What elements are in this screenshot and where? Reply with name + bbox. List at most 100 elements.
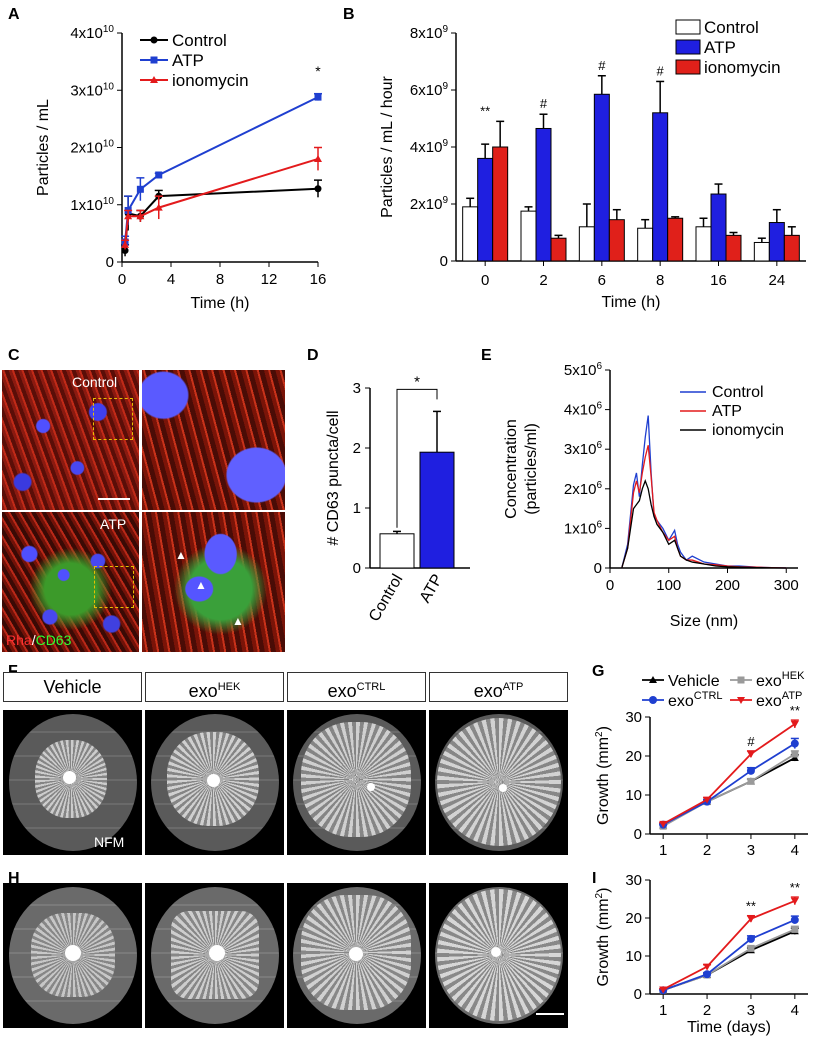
- x-tick-label: 8: [216, 271, 224, 288]
- x-tick-label: 12: [261, 271, 278, 288]
- series-line-atp: [621, 445, 787, 569]
- x-tick-label: 16: [310, 271, 327, 288]
- data-point: [121, 240, 130, 248]
- data-point: [703, 970, 712, 979]
- roi-box-control: [93, 398, 133, 440]
- data-point: [746, 934, 755, 943]
- micrograph-control-zoom: [142, 370, 285, 510]
- y-axis-label: Growth (mm2): [594, 726, 612, 825]
- bar-control: [753, 241, 770, 262]
- legend-label: ATP: [172, 51, 204, 70]
- data-point: [136, 212, 145, 220]
- y-axis-label: Particles / mL / hour: [379, 75, 396, 217]
- series-line-atp: [124, 96, 319, 243]
- nfm-label: NFM: [94, 834, 125, 850]
- legend-label: ATP: [704, 38, 736, 57]
- data-point: [747, 777, 755, 785]
- micrograph-control-overview: [2, 370, 139, 510]
- explant-header-sup: CTRL: [356, 681, 386, 693]
- y-tick-label: 2x109: [410, 195, 449, 213]
- legend-marker: [150, 36, 158, 44]
- control-image-label: Control: [72, 374, 118, 390]
- y-tick-label: 0: [353, 560, 361, 577]
- x-tick-label: 100: [656, 577, 681, 594]
- chart-b: 0 2x109 4x109 6x109 8x109 0 ** 2 #6 #8 #16 24 Time (…: [379, 18, 806, 311]
- explant-header-label: Vehicle: [43, 677, 102, 697]
- bar-ionomycin: [667, 217, 684, 262]
- data-point: [314, 185, 322, 193]
- atp-image-label: ATP: [100, 516, 127, 532]
- y-tick-label: 5x106: [564, 361, 603, 379]
- y-tick-label: 8x109: [410, 24, 449, 42]
- panel-letter-h: H: [8, 870, 20, 887]
- significance-annotation: **: [480, 103, 490, 118]
- legend-marker: [737, 697, 745, 704]
- y-tick-label: 3x1010: [70, 81, 114, 99]
- explant-image-f-exo-hek: [145, 710, 284, 855]
- x-tick-label: 2: [703, 842, 711, 859]
- significance-annotation: #: [540, 96, 548, 111]
- y-tick-label: 2x106: [564, 480, 603, 498]
- legend-marker: [150, 76, 158, 83]
- data-point: [746, 766, 755, 775]
- y-axis-label: Concentration: [503, 419, 520, 519]
- significance-annotation: *: [414, 373, 420, 390]
- x-tick-label: 6: [598, 272, 606, 289]
- legend-swatch: [675, 19, 701, 35]
- series-line-exohek: [662, 928, 796, 992]
- bar-atp: [419, 451, 455, 569]
- x-tick-label: 300: [774, 577, 799, 594]
- chart-g: 0 10 20 30 1 2 3 4 Growth (mm2) # ** Vehicle exoHEK e…: [594, 670, 808, 859]
- bar-control: [379, 533, 415, 569]
- y-tick-label: 20: [625, 910, 642, 927]
- significance-annotation: #: [747, 734, 755, 749]
- bar-control: [695, 226, 712, 262]
- y-tick-label: 3: [353, 380, 361, 397]
- data-point: [124, 212, 133, 220]
- legend-label: ionomycin: [712, 422, 784, 439]
- bar-ionomycin: [783, 234, 800, 262]
- data-point: [121, 247, 129, 255]
- chart-d: 0 1 2 3 Control ATP * # CD63 puncta/cell: [325, 373, 470, 625]
- chart-a: 0 1x1010 2x1010 3x1010 4x1010 0 4 8 12 16 Time (h)…: [35, 24, 327, 312]
- x-tick-label: 0: [481, 272, 489, 289]
- legend-label: Vehicle: [668, 673, 720, 690]
- series-line-exoctrl: [662, 742, 796, 826]
- explant-image-f-exo-ctrl: [287, 710, 426, 855]
- explant-header-exo-ctrl: exoCTRL: [287, 672, 426, 702]
- significance-annotation: *: [315, 63, 321, 79]
- legend-marker: [737, 676, 745, 684]
- y-tick-label: 2x1010: [70, 139, 114, 157]
- x-tick-label: 2: [539, 272, 547, 289]
- arrowhead-icon: ▲: [232, 614, 244, 628]
- chart-e: 0 1x106 2x106 3x106 4x106 5x106 0 100 200 300 Size…: [503, 361, 799, 630]
- significance-annotation: #: [657, 63, 665, 78]
- bar-ionomycin: [725, 234, 742, 262]
- panel-letter-d: D: [307, 347, 319, 364]
- explant-image-h-exo-atp: [429, 883, 568, 1028]
- legend-label: Control: [712, 384, 764, 401]
- y-tick-label: 1x106: [564, 519, 603, 537]
- series-line-exoctrl: [662, 919, 796, 992]
- data-point: [746, 751, 755, 759]
- bar-ionomycin: [550, 237, 567, 262]
- y-tick-label: 3x106: [564, 440, 603, 458]
- x-axis-label: Time (h): [602, 294, 661, 311]
- y-tick-label: 4x1010: [70, 24, 114, 42]
- scale-bar-c: [98, 498, 130, 500]
- bar-atp: [593, 93, 610, 262]
- stain-green-label: CD63: [35, 632, 72, 648]
- x-axis-label: Size (nm): [670, 613, 738, 630]
- y-tick-label: 0: [106, 254, 114, 271]
- stain-label: Rha/CD63: [6, 632, 71, 648]
- y-tick-label: 10: [625, 948, 642, 965]
- panel-letter-g: G: [592, 663, 605, 680]
- data-point: [791, 925, 799, 933]
- explant-header-exo-atp: exoATP: [429, 672, 568, 702]
- legend-label: exoCTRL: [668, 690, 723, 710]
- series-line-control: [124, 187, 319, 251]
- panel-letter-c: C: [8, 347, 20, 364]
- x-tick-label: 0: [118, 271, 126, 288]
- explant-image-f-exo-atp: [429, 710, 568, 855]
- y-tick-label: 1x1010: [70, 196, 114, 214]
